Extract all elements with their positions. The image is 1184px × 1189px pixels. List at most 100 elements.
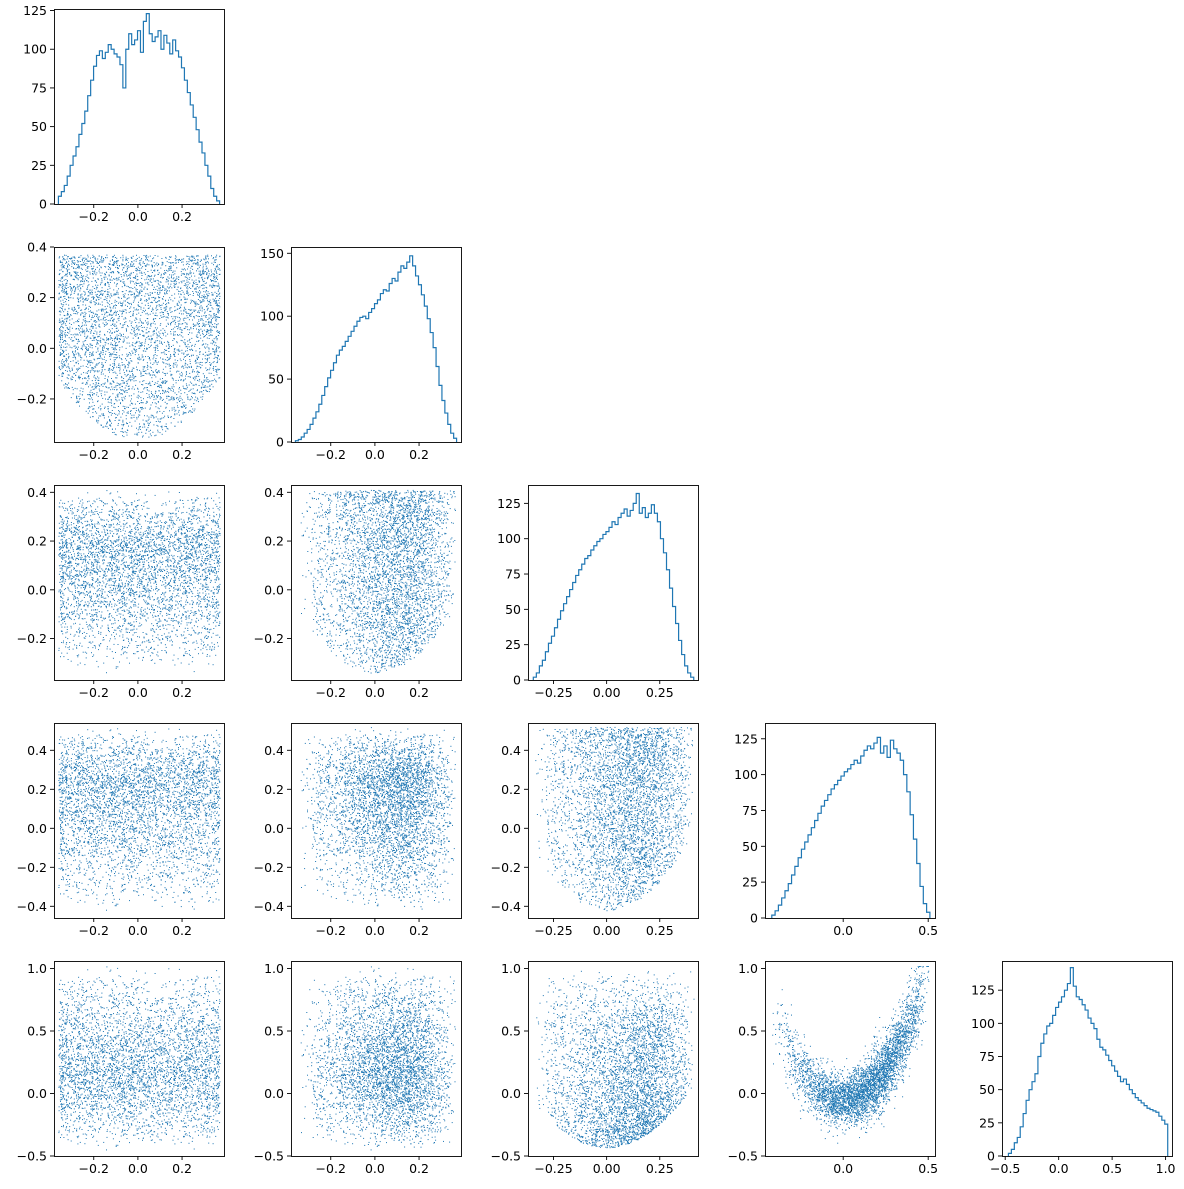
y-tick-label: 75: [742, 803, 758, 818]
scatter-points: [772, 966, 930, 1144]
panel-diag-3: 0.0 0.5 0 25 50 75 100 125: [734, 723, 938, 938]
x-tick-label: 0.0: [128, 1161, 148, 1176]
y-tick-label: −0.2: [17, 631, 47, 646]
y-tick-label: 125: [23, 3, 47, 18]
y-tick-label: −0.2: [17, 860, 47, 875]
y-tick-label: 0: [39, 197, 47, 212]
histogram-step-line: [771, 736, 931, 918]
plot-area: [58, 728, 221, 911]
y-tick-label: 150: [260, 246, 284, 261]
x-tick-label: 0.25: [646, 685, 674, 700]
x-tick-label: 1.0: [1156, 1161, 1176, 1176]
scatter-points: [58, 490, 221, 674]
y-tick-label: 25: [505, 637, 521, 652]
x-tick-label: 0.0: [365, 923, 385, 938]
scatter-points: [536, 970, 695, 1149]
x-tick-label: 0.2: [409, 447, 429, 462]
axes-frame: [528, 961, 699, 1157]
panel-scatter-4-3: 0.0 0.5 −0.5 0.0 0.5 1.0: [728, 961, 939, 1176]
axes-frame: [765, 961, 936, 1157]
y-tick-label: 0.4: [264, 485, 284, 500]
plot-area: [771, 736, 931, 918]
y-tick-label: 0.5: [27, 1024, 47, 1039]
y-tick-label: 50: [979, 1082, 995, 1097]
panel-scatter-2-0: −0.2 0.0 0.2 −0.2 0.0 0.2 0.4: [17, 485, 225, 700]
axes-frame: [54, 723, 225, 919]
x-tick-label: 0.2: [172, 1161, 192, 1176]
panel-scatter-1-0: −0.2 0.0 0.2 −0.2 0.0 0.2 0.4: [17, 240, 225, 462]
y-tick-label: 0.0: [264, 1086, 284, 1101]
x-tick-label: −0.25: [534, 923, 572, 938]
y-tick-label: 0.0: [27, 341, 47, 356]
x-tick-label: 0.5: [1102, 1161, 1122, 1176]
y-tick-label: 125: [734, 731, 758, 746]
scatter-points: [58, 966, 221, 1151]
panel-diag-0: −0.2 0.0 0.2 0 25 50 75 100 125: [23, 3, 225, 224]
y-tick-label: −0.4: [491, 899, 521, 914]
panel-diag-2: −0.25 0.00 0.25 0 25 50 75 100 125: [497, 485, 699, 700]
panel-scatter-4-2: −0.25 0.00 0.25 −0.5 0.0 0.5 1.0: [491, 961, 699, 1176]
x-tick-label: −0.2: [316, 685, 346, 700]
y-tick-label: 0.0: [501, 821, 521, 836]
x-tick-label: −0.5: [990, 1161, 1020, 1176]
y-tick-label: −0.2: [491, 860, 521, 875]
axes-frame: [54, 247, 225, 443]
plot-area: [300, 489, 456, 674]
histogram-step-line: [1007, 967, 1169, 1156]
x-tick-label: 0.0: [833, 1161, 853, 1176]
scatter-points: [58, 728, 221, 911]
plot-area: [536, 970, 695, 1149]
y-tick-label: −0.5: [491, 1149, 521, 1164]
x-tick-label: 0.25: [646, 923, 674, 938]
y-tick-label: 0.4: [264, 743, 284, 758]
y-tick-label: 0.4: [27, 743, 47, 758]
plot-area: [57, 13, 221, 204]
y-tick-label: 50: [268, 372, 284, 387]
x-tick-label: 0.2: [409, 685, 429, 700]
x-tick-label: 0.25: [646, 1161, 674, 1176]
x-tick-label: −0.25: [534, 1161, 572, 1176]
y-tick-label: 100: [971, 1016, 995, 1031]
x-tick-label: −0.2: [79, 1161, 109, 1176]
axes-frame: [54, 961, 225, 1157]
scatter-points: [58, 254, 221, 438]
y-tick-label: 25: [31, 158, 47, 173]
y-tick-label: 0.5: [264, 1024, 284, 1039]
panel-scatter-2-1: −0.2 0.0 0.2 −0.2 0.0 0.2 0.4: [254, 485, 462, 700]
y-tick-label: 0.0: [501, 1086, 521, 1101]
x-tick-label: 0.0: [128, 209, 148, 224]
plot-area: [58, 490, 221, 674]
x-tick-label: 0.2: [172, 209, 192, 224]
y-tick-label: 1.0: [738, 961, 758, 976]
x-tick-label: 0.00: [593, 1161, 621, 1176]
y-tick-label: 50: [31, 119, 47, 134]
x-tick-label: 0.2: [172, 923, 192, 938]
y-tick-label: 100: [23, 42, 47, 57]
panel-scatter-3-0: −0.2 0.0 0.2 −0.4 −0.2 0.0 0.2 0.4: [17, 723, 225, 938]
x-tick-label: 0.0: [128, 923, 148, 938]
x-tick-label: 0.0: [365, 447, 385, 462]
x-tick-label: 0.0: [128, 685, 148, 700]
y-tick-label: 0.4: [501, 743, 521, 758]
panel-scatter-3-1: −0.2 0.0 0.2 −0.4 −0.2 0.0 0.2 0.4: [254, 723, 462, 938]
y-tick-label: −0.2: [254, 860, 284, 875]
y-tick-label: 0.2: [27, 534, 47, 549]
x-tick-label: −0.2: [79, 685, 109, 700]
x-tick-label: −0.2: [79, 209, 109, 224]
y-tick-label: 0.0: [27, 821, 47, 836]
x-tick-label: 0.0: [365, 1161, 385, 1176]
axes-frame: [528, 723, 699, 919]
plot-area: [535, 726, 693, 912]
x-tick-label: 0.0: [365, 685, 385, 700]
x-tick-label: 0.0: [1049, 1161, 1069, 1176]
y-tick-label: 0.2: [264, 534, 284, 549]
plot-area: [294, 255, 458, 442]
y-tick-label: 0.0: [738, 1086, 758, 1101]
axes-frame: [291, 723, 462, 919]
plot-area: [300, 966, 456, 1151]
y-tick-label: −0.5: [17, 1149, 47, 1164]
x-tick-label: −0.2: [316, 923, 346, 938]
x-tick-label: 0.2: [409, 1161, 429, 1176]
x-tick-label: 0.2: [172, 685, 192, 700]
